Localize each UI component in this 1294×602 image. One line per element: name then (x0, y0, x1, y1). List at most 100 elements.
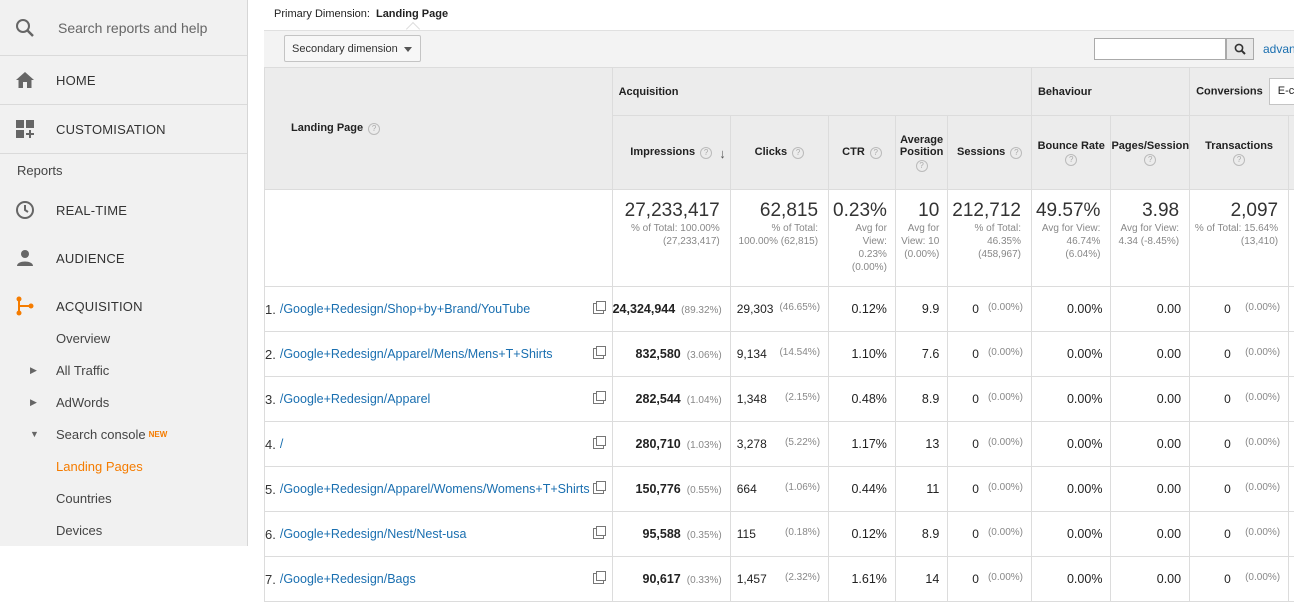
impressions-value: 832,580 (636, 347, 681, 361)
clicks-pct: (5.22%) (785, 437, 820, 451)
total-extra (1289, 190, 1294, 287)
nav-realtime[interactable]: REAL-TIME (0, 186, 247, 234)
sessions-header[interactable]: Sessions? (948, 116, 1032, 190)
nav-customisation[interactable]: CUSTOMISATION (0, 105, 247, 154)
pages-session-header-label: Pages/Session (1111, 140, 1189, 152)
nav-countries[interactable]: Countries (0, 482, 247, 514)
landing-page-link[interactable]: /Google+Redesign/Apparel (280, 377, 612, 422)
landing-page-path: /Google+Redesign/Apparel/Womens/Womens+T… (280, 482, 590, 496)
nav-home[interactable]: HOME (0, 56, 247, 105)
open-external-icon[interactable] (593, 483, 604, 494)
transactions-value: 0 (1224, 527, 1231, 541)
nav-acquisition-label: ACQUISITION (56, 299, 143, 314)
avg-position-cell: 13 (895, 422, 947, 467)
help-icon: ? (870, 147, 882, 159)
open-external-icon[interactable] (593, 348, 604, 359)
dashboard-icon (0, 119, 50, 139)
landing-page-link[interactable]: /Google+Redesign/Apparel/Womens/Womens+T… (280, 467, 612, 512)
ctr-cell: 1.17% (829, 422, 896, 467)
help-icon: ? (916, 160, 928, 172)
transactions-value: 0 (1224, 302, 1231, 316)
impressions-cell: 280,710(1.03%) (612, 422, 730, 467)
nav-devices[interactable]: Devices (0, 514, 247, 546)
landing-page-path: /Google+Redesign/Nest/Nest-usa (280, 527, 467, 541)
totals-row: 27,233,417% of Total: 100.00% (27,233,41… (265, 190, 1294, 287)
ctr-cell: 0.44% (829, 467, 896, 512)
landing-page-header[interactable]: Landing Page? (265, 68, 613, 190)
clicks-cell: 1,457(2.32%) (730, 557, 828, 602)
extra-cell (1289, 422, 1294, 467)
nav-adwords[interactable]: ▶AdWords (0, 386, 247, 418)
clicks-value: 115 (737, 527, 756, 541)
nav-search-console-label: Search console (56, 427, 146, 442)
impressions-pct: (89.32%) (681, 305, 722, 316)
help-icon: ? (1144, 154, 1156, 166)
landing-page-link[interactable]: /Google+Redesign/Bags (280, 557, 612, 602)
nav-all-traffic[interactable]: ▶All Traffic (0, 354, 247, 386)
help-icon: ? (1065, 154, 1077, 166)
row-number: 5. (265, 467, 280, 512)
sort-down-icon: ↓ (719, 146, 726, 161)
landing-page-link[interactable]: /Google+Redesign/Nest/Nest-usa (280, 512, 612, 557)
reports-header: Reports (0, 154, 247, 186)
help-icon: ? (792, 147, 804, 159)
avg-position-header[interactable]: Average Position? (895, 116, 947, 190)
pages-session-header[interactable]: Pages/Session? (1111, 116, 1190, 190)
secondary-dimension-dropdown[interactable]: Secondary dimension (284, 35, 421, 62)
total-impressions-value: 27,233,417 (617, 200, 720, 222)
clicks-value: 9,134 (737, 347, 767, 361)
nav-all-traffic-label: All Traffic (56, 363, 109, 378)
impressions-cell: 24,324,944(89.32%) (612, 287, 730, 332)
ctr-cell: 0.12% (829, 512, 896, 557)
clicks-header-label: Clicks (755, 146, 787, 158)
conversions-select[interactable]: E-com (1269, 78, 1294, 105)
primary-dimension-value[interactable]: Landing Page (376, 8, 448, 20)
ctr-cell: 1.10% (829, 332, 896, 377)
clicks-cell: 664(1.06%) (730, 467, 828, 512)
sessions-value: 0 (972, 482, 979, 496)
transactions-value: 0 (1224, 482, 1231, 496)
ctr-header[interactable]: CTR? (829, 116, 896, 190)
landing-page-link[interactable]: /Google+Redesign/Apparel/Mens/Mens+T+Shi… (280, 332, 612, 377)
open-external-icon[interactable] (593, 573, 604, 584)
transactions-pct: (0.00%) (1245, 437, 1280, 451)
landing-page-link[interactable]: /Google+Redesign/Shop+by+Brand/YouTube (280, 287, 612, 332)
open-external-icon[interactable] (593, 438, 604, 449)
impressions-header[interactable]: Impressions?↓ (612, 116, 730, 190)
table-search-input[interactable] (1094, 38, 1226, 60)
transactions-header[interactable]: Transactions? (1190, 116, 1289, 190)
open-external-icon[interactable] (593, 303, 604, 314)
clicks-cell: 3,278(5.22%) (730, 422, 828, 467)
sessions-cell: 0(0.00%) (948, 512, 1032, 557)
impressions-pct: (1.04%) (687, 395, 722, 406)
bounce-rate-header[interactable]: Bounce Rate? (1031, 116, 1110, 190)
impressions-value: 280,710 (636, 437, 681, 451)
landing-page-path: /Google+Redesign/Apparel (280, 392, 430, 406)
row-number: 1. (265, 287, 280, 332)
row-number: 2. (265, 332, 280, 377)
sessions-value: 0 (972, 302, 979, 316)
sidebar-search[interactable]: Search reports and help (0, 0, 247, 56)
open-external-icon[interactable] (593, 393, 604, 404)
sessions-pct: (0.00%) (988, 347, 1023, 361)
nav-landing-pages[interactable]: Landing Pages (0, 450, 247, 482)
clicks-header[interactable]: Clicks? (730, 116, 828, 190)
sessions-value: 0 (972, 347, 979, 361)
open-external-icon[interactable] (593, 528, 604, 539)
total-sessions: 212,712% of Total: 46.35% (458,967) (948, 190, 1032, 287)
landing-page-header-label: Landing Page (291, 122, 363, 134)
total-clicks: 62,815% of Total: 100.00% (62,815) (730, 190, 828, 287)
clicks-pct: (2.32%) (785, 572, 820, 586)
nav-overview[interactable]: Overview (0, 322, 247, 354)
table-search-button[interactable] (1226, 38, 1254, 60)
landing-page-link[interactable]: / (280, 422, 612, 467)
nav-audience[interactable]: AUDIENCE (0, 234, 247, 282)
chevron-down-icon: ▼ (30, 429, 39, 439)
impressions-header-label: Impressions (630, 146, 695, 158)
advanced-link[interactable]: advan (1263, 42, 1294, 56)
